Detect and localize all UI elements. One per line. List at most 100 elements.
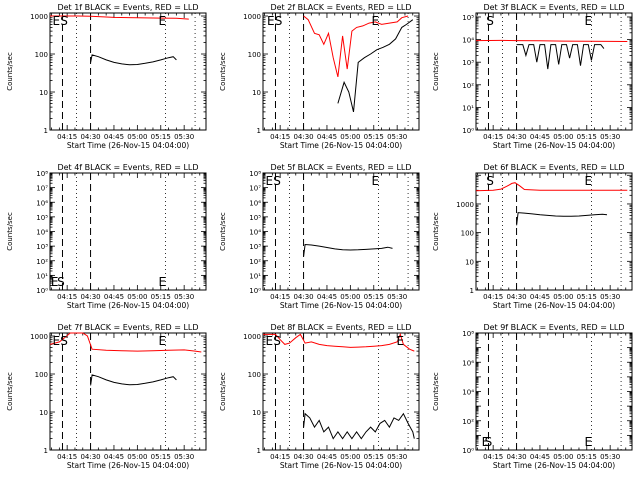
event-marker-label: E [372, 174, 380, 188]
y-tick-label: 10² [249, 258, 261, 266]
plot-frame [475, 332, 633, 451]
plot-frame [262, 172, 420, 291]
y-tick-label: 100 [461, 230, 474, 238]
event-marker-label: E [482, 435, 490, 449]
x-axis-label: Start Time (26-Nov-15 04:04:00) [493, 141, 615, 150]
y-tick-label: 10⁶ [36, 199, 48, 207]
y-tick-label: 1000 [30, 333, 48, 341]
y-tick-label: 10 [252, 409, 261, 417]
y-tick-label: 10⁵ [462, 14, 474, 22]
plot-frame [475, 172, 633, 291]
plot-frame [262, 332, 420, 451]
plot-frame [475, 12, 633, 131]
x-tick-label: 04:15 [270, 133, 290, 141]
x-axis-label: Start Time (26-Nov-15 04:04:00) [280, 141, 402, 150]
x-tick-label: 05:00 [340, 453, 360, 461]
x-tick-label: 05:00 [553, 293, 573, 301]
y-tick-label: 1 [470, 287, 474, 295]
y-tick-label: 100 [248, 51, 261, 59]
detector-panel-6: Det 6f BLACK = Events, RED = LLD 1 10 100 10… [432, 163, 633, 310]
x-tick-label: 05:00 [553, 453, 573, 461]
y-tick-label: 10² [36, 258, 48, 266]
y-axis: 1 10 100 1000 [243, 333, 419, 455]
x-tick-label: 04:45 [530, 133, 550, 141]
y-tick-label: 10⁵ [36, 214, 48, 222]
event-marker-label: S [486, 174, 494, 188]
y-tick-label: 1 [44, 127, 48, 135]
event-marker-label: E [585, 14, 593, 28]
event-marker-label: S [273, 334, 281, 348]
y-tick-label: 10 [252, 89, 261, 97]
y-tick-label: 10² [462, 82, 474, 90]
y-axis: 1 10 100 1000 [243, 13, 419, 135]
y-tick-label: 10⁴ [462, 37, 474, 45]
x-tick-label: 04:45 [104, 453, 124, 461]
y-tick-label: 10⁰ [462, 127, 474, 135]
x-tick-label: 04:30 [80, 133, 100, 141]
x-tick-label: 05:30 [600, 293, 620, 301]
event-marker-label: E [265, 174, 273, 188]
y-tick-label: 1 [257, 447, 261, 455]
panel-title: Det 2f BLACK = Events, RED = LLD [270, 3, 411, 12]
y-axis-label: Counts/sec [6, 372, 14, 411]
x-axis: 04:15 04:30 04:45 05:00 05:15 05:30 [477, 13, 627, 141]
y-axis: 10⁰ 10² 10⁴ 10⁶ 10⁸ [462, 330, 632, 455]
panel-title: Det 4f BLACK = Events, RED = LLD [57, 163, 198, 172]
y-tick-label: 10 [39, 409, 48, 417]
y-axis: 1 10 100 1000 [456, 174, 632, 295]
y-tick-label: 10⁸ [462, 330, 474, 338]
events-series-line [516, 212, 608, 226]
x-axis: 04:15 04:30 04:45 05:00 05:15 05:30 [477, 173, 627, 301]
x-tick-label: 05:30 [600, 133, 620, 141]
y-tick-label: 10¹ [462, 104, 474, 112]
events-series-line [337, 19, 414, 113]
x-axis: 04:15 04:30 04:45 05:00 05:15 05:30 [51, 333, 201, 461]
x-tick-label: 05:00 [553, 133, 573, 141]
y-tick-label: 10⁰ [462, 447, 474, 455]
events-series-line [303, 412, 415, 440]
y-tick-label: 10 [465, 258, 474, 266]
y-axis-label: Counts/sec [432, 52, 440, 91]
x-tick-label: 05:15 [151, 133, 171, 141]
event-marker-label: E [52, 14, 60, 28]
events-series-line [90, 54, 177, 66]
x-tick-label: 05:30 [387, 453, 407, 461]
y-axis: 1 10 100 1000 [30, 13, 206, 135]
x-tick-label: 05:15 [364, 133, 384, 141]
x-tick-label: 04:45 [317, 293, 337, 301]
y-tick-label: 10² [462, 418, 474, 426]
event-marker-label: E [267, 14, 275, 28]
detector-panel-1: Det 1f BLACK = Events, RED = LLD 1 10 100 10… [6, 3, 207, 150]
detector-panel-3: Det 3f BLACK = Events, RED = LLD10⁰10¹10… [432, 3, 633, 150]
y-tick-label: 100 [35, 51, 48, 59]
event-marker-label: E [372, 14, 380, 28]
y-tick-label: 10⁰ [249, 287, 261, 295]
event-marker-label: E [52, 334, 60, 348]
y-tick-label: 1000 [243, 333, 261, 341]
y-axis-label: Counts/sec [219, 372, 227, 411]
y-tick-label: 10³ [462, 59, 474, 67]
event-marker-label: S [275, 14, 283, 28]
x-tick-label: 04:30 [506, 133, 526, 141]
y-tick-label: 10⁶ [462, 359, 474, 367]
x-tick-label: 04:15 [270, 293, 290, 301]
lld-series-line [475, 39, 628, 42]
plot-frame [49, 332, 207, 451]
lld-series-line [49, 332, 202, 353]
y-tick-label: 10¹ [36, 272, 48, 280]
y-axis: 1 10 100 1000 [30, 333, 206, 455]
x-tick-label: 05:30 [174, 453, 194, 461]
plot-frame [262, 12, 420, 131]
panel-title: Det 6f BLACK = Events, RED = LLD [483, 163, 624, 172]
y-axis-label: Counts/sec [219, 212, 227, 251]
x-tick-label: 04:45 [530, 453, 550, 461]
panel-title: Det 9f BLACK = Events, RED = LLD [483, 323, 624, 332]
y-tick-label: 100 [35, 371, 48, 379]
y-tick-label: 10¹ [249, 272, 261, 280]
detector-panel-5: Det 5f BLACK = Events, RED = LLD10⁰10¹10… [219, 163, 420, 310]
y-tick-label: 10⁵ [249, 214, 261, 222]
x-tick-label: 04:30 [506, 293, 526, 301]
event-marker-label: E [159, 14, 167, 28]
x-axis: 04:15 04:30 04:45 05:00 05:15 05:30 [264, 13, 414, 141]
